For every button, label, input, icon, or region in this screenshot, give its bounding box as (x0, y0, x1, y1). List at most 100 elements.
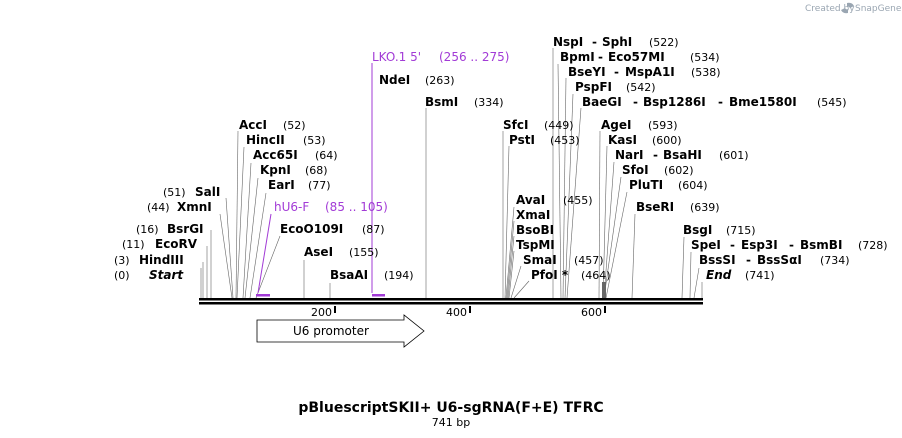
sequence-top-strand[interactable] (199, 298, 703, 301)
site-spei[interactable]: SpeI (691, 238, 721, 252)
site-position: (639) (690, 201, 720, 214)
site-position: (453) (550, 134, 580, 147)
site-xmni[interactable]: XmnI (177, 200, 212, 214)
site-acc65i[interactable]: Acc65I (253, 148, 298, 162)
primer-lko1-range: (256 .. 275) (439, 50, 509, 64)
site-position: (0) (114, 269, 130, 282)
site-hindiii[interactable]: HindIII (139, 253, 184, 267)
site-sfci[interactable]: SfcI (503, 118, 528, 132)
site-position: (51) (163, 186, 186, 199)
site-end[interactable]: End (706, 268, 732, 282)
site-position: (545) (817, 96, 847, 109)
site-position: (53) (303, 134, 326, 147)
snapgene-logo-icon (841, 2, 854, 14)
site-hincii[interactable]: HincII (246, 133, 285, 147)
site-position: (44) (147, 201, 170, 214)
site-position: (600) (652, 134, 682, 147)
site-sali[interactable]: SalI (195, 185, 220, 199)
site-position: (194) (384, 269, 414, 282)
site-bseyi[interactable]: BseYI (568, 65, 606, 79)
site-separator: - (730, 238, 735, 252)
sequence-bottom-strand[interactable] (199, 302, 703, 305)
site-bsssai[interactable]: BssSαI (757, 253, 802, 267)
site-psti[interactable]: PstI (509, 133, 535, 147)
site-pluti[interactable]: PluTI (629, 178, 663, 192)
site-bme1580i[interactable]: Bme1580I (729, 95, 797, 109)
site-ecoo109i[interactable]: EcoO109I (280, 222, 343, 236)
u6-promoter-label: U6 promoter (293, 324, 369, 338)
site-bsmi[interactable]: BsmI (425, 95, 458, 109)
site-position: (87) (362, 223, 385, 236)
site-separator: - (614, 65, 619, 79)
tick-label: 400 (446, 306, 467, 319)
map-title: pBluescriptSKII+ U6-sgRNA(F+E) TFRC (298, 400, 603, 416)
u6-promoter-arrow[interactable] (256, 314, 425, 348)
site-kasi[interactable]: KasI (608, 133, 637, 147)
site-bsp1286i[interactable]: Bsp1286I (643, 95, 706, 109)
hu6f-primer-bar[interactable] (256, 294, 270, 297)
site-acci[interactable]: AccI (239, 118, 267, 132)
site-ndei[interactable]: NdeI (379, 73, 410, 87)
site-baegi[interactable]: BaeGI (582, 95, 622, 109)
tick-label: 600 (581, 306, 602, 319)
site-sphi[interactable]: SphI (602, 35, 632, 49)
site-bpmi[interactable]: BpmI (560, 50, 595, 64)
site-bsmbi[interactable]: BsmBI (800, 238, 842, 252)
primer-lko1-label[interactable]: LKO.1 5' (372, 50, 421, 64)
site-position: (534) (690, 51, 720, 64)
site-connectors (200, 48, 703, 299)
site-mspa1i[interactable]: MspA1I (625, 65, 675, 79)
credit-prefix: Created by (805, 4, 855, 14)
site-tspmi[interactable]: TspMI (516, 238, 555, 252)
site-nspi[interactable]: NspI (553, 35, 583, 49)
site-position: (602) (664, 164, 694, 177)
site-ecorv[interactable]: EcoRV (155, 237, 198, 251)
site-position: (3) (114, 254, 130, 267)
site-bsssi[interactable]: BssSI (699, 253, 736, 267)
site-position: (593) (648, 119, 678, 132)
site-separator: - (592, 35, 597, 49)
site-eari[interactable]: EarI (268, 178, 295, 192)
primer-hu6f-label[interactable]: hU6-F (274, 200, 309, 214)
site-pfoi[interactable]: PfoI * (531, 268, 569, 282)
site-smai[interactable]: SmaI (523, 253, 557, 267)
site-pspfi[interactable]: PspFI (575, 80, 612, 94)
site-bsaai[interactable]: BsaAI (330, 268, 368, 282)
site-eco57mi[interactable]: Eco57MI (608, 50, 665, 64)
site-start[interactable]: Start (149, 268, 184, 282)
site-position: (601) (719, 149, 749, 162)
primer-hu6f-range: (85 .. 105) (325, 200, 388, 214)
site-bsobi[interactable]: BsoBI (516, 223, 554, 237)
site-xmai[interactable]: XmaI (516, 208, 550, 222)
site-position: (68) (305, 164, 328, 177)
cut-site-marks (602, 282, 606, 298)
site-agei[interactable]: AgeI (601, 118, 631, 132)
site-position: (16) (136, 223, 159, 236)
site-asei[interactable]: AseI (304, 245, 333, 259)
site-separator: - (598, 50, 603, 64)
site-avai[interactable]: AvaI (516, 193, 545, 207)
site-position: (604) (678, 179, 708, 192)
site-position: (464) (581, 269, 611, 282)
site-bsrgi[interactable]: BsrGI (167, 222, 204, 236)
site-separator: - (653, 148, 658, 162)
site-esp3i[interactable]: Esp3I (741, 238, 778, 252)
site-sfoi[interactable]: SfoI (622, 163, 649, 177)
site-position: (522) (649, 36, 679, 49)
site-kpni[interactable]: KpnI (260, 163, 291, 177)
site-bsahi[interactable]: BsaHI (663, 148, 702, 162)
site-nari[interactable]: NarI (615, 148, 644, 162)
site-position: (155) (349, 246, 379, 259)
ruler: 200 400 600 (311, 306, 606, 319)
map-length: 741 bp (432, 416, 470, 429)
site-position: (728) (858, 239, 888, 252)
lko1-primer-bar[interactable] (372, 294, 385, 297)
site-position: (52) (283, 119, 306, 132)
site-bsgi[interactable]: BsgI (683, 223, 712, 237)
site-bseri[interactable]: BseRI (636, 200, 674, 214)
hu6f-connector (257, 213, 272, 294)
tick-label: 200 (311, 306, 332, 319)
site-position: (734) (820, 254, 850, 267)
